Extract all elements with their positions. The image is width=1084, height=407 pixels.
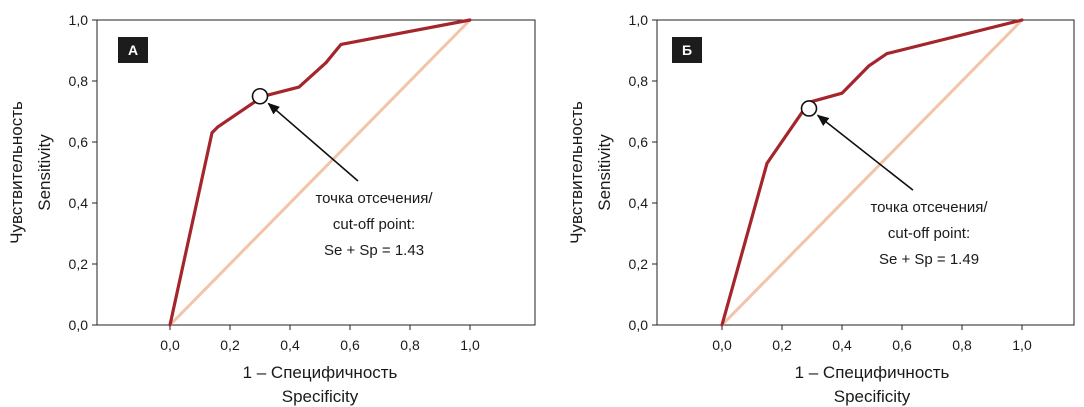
annotation-text-line: cut-off point: [333,216,415,233]
plot-frame [96,19,536,326]
reference-diagonal-line [720,18,1024,327]
y-tick-label: 0,6 [629,134,649,150]
x-axis-title-ru: 1 – Специфичность [243,363,398,382]
x-tick-label: 0,0 [160,337,180,353]
annotation-text-line: точка отсечения/ [870,199,988,216]
annotation-text-line: Se + Sp = 1.49 [879,251,979,268]
cutoff-point-marker [251,87,269,105]
x-tick-label: 0,6 [892,337,912,353]
roc-panel-a: 0,0 0,2 0,4 0,6 0,8 1,0 0,0 0,2 0,4 0,6 0,8 1,0 точк… [7,12,536,406]
y-tick-label: 0,6 [69,134,89,150]
annotation-text-line: точка отсечения/ [315,190,433,207]
x-axis-title-ru: 1 – Специфичность [795,363,950,382]
annotation-text-line: cut-off point: [888,225,970,242]
panel-label-text: Б [682,42,692,58]
x-tick-label: 1,0 [460,337,480,353]
y-tick-label: 0,0 [629,317,649,333]
annotation-arrow [267,102,359,182]
x-axis-title-en: Specificity [282,387,359,406]
x-tick-label: 0,8 [952,337,972,353]
reference-diagonal-line [168,18,472,327]
y-tick-label: 0,8 [69,73,89,89]
x-axis-title-en: Specificity [834,387,911,406]
plot-frame [656,19,1075,326]
panel-label-text: А [128,42,138,58]
y-tick-label: 0,4 [69,195,89,211]
roc-panel-b: 0,0 0,2 0,4 0,6 0,8 1,0 0,0 0,2 0,4 0,6 0,8 1,0 точк… [567,12,1075,406]
annotation-text-line: Se + Sp = 1.43 [324,242,424,259]
x-tick-label: 0,6 [340,337,360,353]
y-tick-label: 0,0 [69,317,89,333]
y-tick-label: 1,0 [69,12,89,28]
y-axis-title-ru: Чувствительность [567,101,586,244]
x-tick-label: 0,2 [772,337,792,353]
y-tick-label: 0,8 [629,73,649,89]
y-tick-label: 1,0 [629,12,649,28]
x-tick-label: 0,8 [400,337,420,353]
x-tick-label: 0,4 [832,337,852,353]
x-tick-label: 0,0 [712,337,732,353]
y-axis-title-en: Sensitivity [595,134,614,211]
roc-curve-line [168,18,472,327]
annotation-arrow [816,114,914,191]
panel-label-badge [672,37,702,63]
y-tick-label: 0,2 [629,256,649,272]
y-axis-title-en: Sensitivity [35,134,54,211]
panel-label-badge [118,37,148,63]
x-tick-label: 0,2 [220,337,240,353]
y-tick-label: 0,2 [69,256,89,272]
x-tick-label: 1,0 [1012,337,1032,353]
cutoff-point-marker [800,100,818,117]
roc-curve-line [720,18,1024,327]
x-tick-label: 0,4 [280,337,300,353]
y-axis-title-ru: Чувствительность [7,101,26,244]
y-tick-label: 0,4 [629,195,649,211]
